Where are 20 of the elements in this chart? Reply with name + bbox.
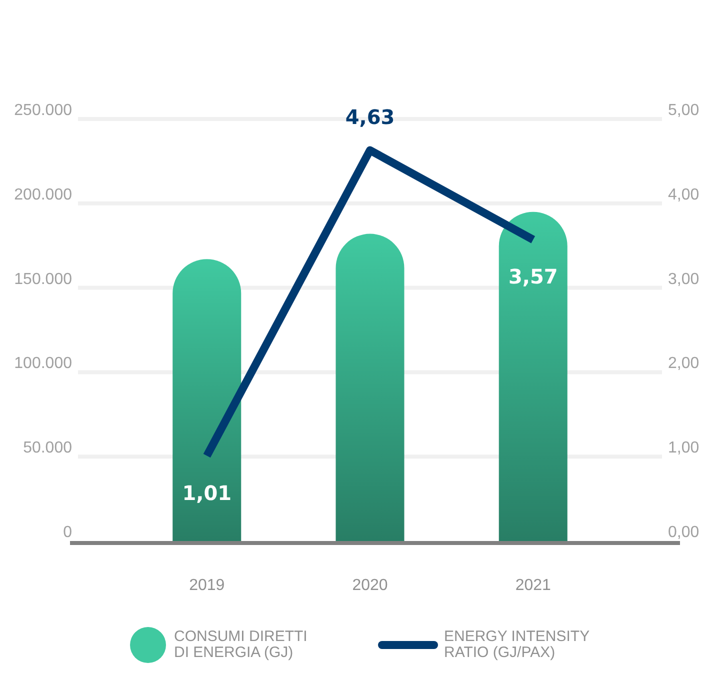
y-tick-label: 100.000: [14, 355, 72, 372]
y2-tick-label: 5,00: [668, 102, 700, 119]
y-tick-label: 150.000: [14, 270, 72, 288]
data-label: 3,57: [508, 264, 558, 289]
y-tick-label: 200.000: [14, 186, 72, 204]
legend-label: ENERGY INTENSITY RATIO (GJ/PAX): [444, 628, 590, 661]
x-tick-label: 2020: [352, 577, 388, 594]
data-label: 1,01: [182, 480, 232, 505]
y2-tick-label: 2,00: [668, 355, 700, 372]
y-tick-label: 0: [63, 524, 72, 541]
data-label: 4,63: [345, 105, 395, 130]
y2-tick-label: 0,00: [668, 524, 700, 541]
y2-tick-label: 4,00: [668, 186, 700, 204]
x-tick-label: 2021: [515, 577, 552, 594]
y-tick-label: 50.000: [23, 440, 72, 457]
x-tick-label: 2019: [189, 577, 225, 594]
y2-tick-label: 3,00: [668, 270, 700, 288]
legend-label: CONSUMI DIRETTI DI ENERGIA (GJ): [174, 628, 308, 661]
y-tick-label: 250.000: [14, 102, 72, 119]
y2-tick-label: 1,00: [668, 440, 700, 457]
